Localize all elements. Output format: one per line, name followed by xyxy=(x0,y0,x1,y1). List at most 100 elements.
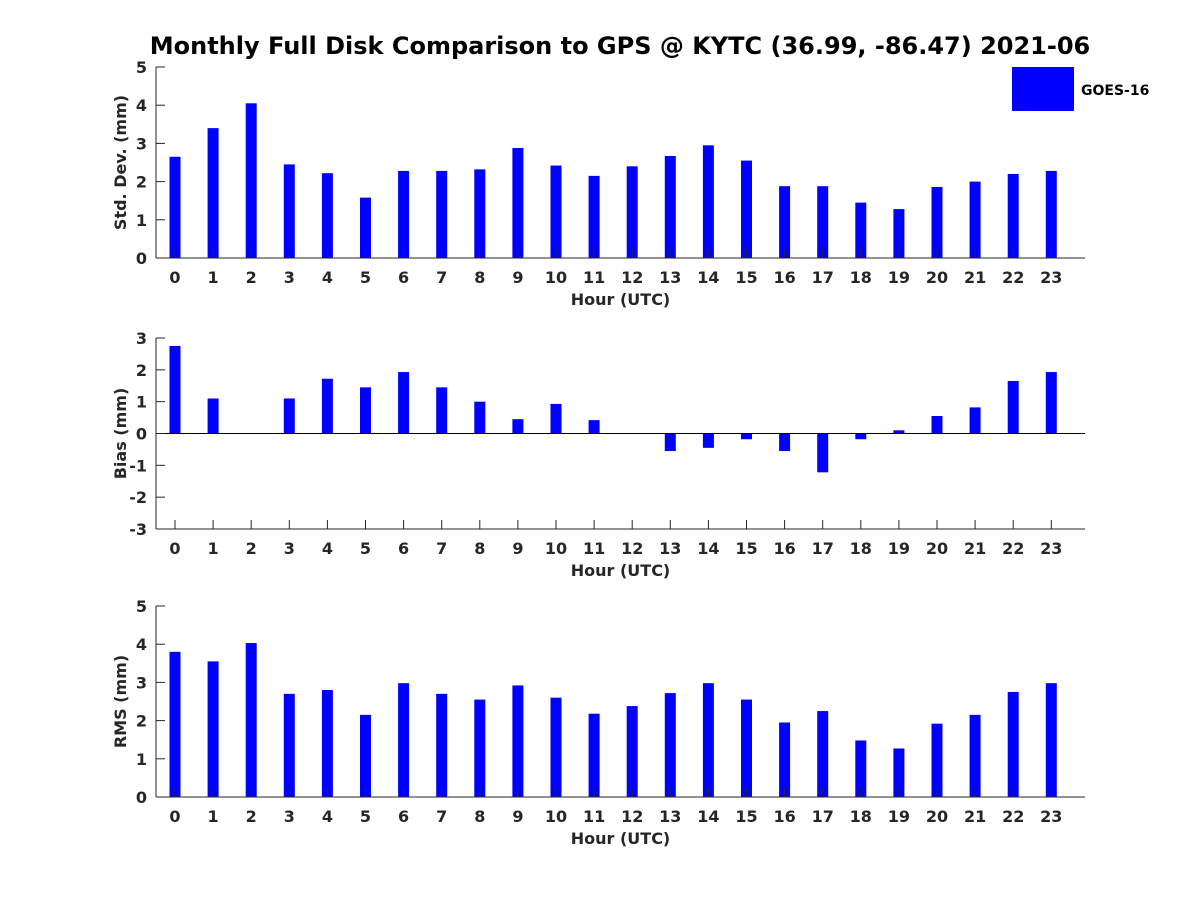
x-tick-label: 20 xyxy=(926,539,948,558)
x-axis-label: Hour (UTC) xyxy=(571,561,671,580)
legend: GOES-16 xyxy=(1012,67,1149,111)
x-tick-label: 11 xyxy=(583,539,605,558)
bar-4 xyxy=(321,690,333,797)
bar-11 xyxy=(588,420,600,434)
bar-11 xyxy=(588,175,600,258)
bar-15 xyxy=(741,699,752,797)
bar-12 xyxy=(626,706,638,797)
x-tick-label: 16 xyxy=(773,539,795,558)
bar-0 xyxy=(169,651,181,797)
x-tick-label: 18 xyxy=(850,268,872,287)
bar-20 xyxy=(931,723,943,797)
bar-2 xyxy=(245,103,257,258)
x-tick-label: 4 xyxy=(322,268,333,287)
y-tick-label: 5 xyxy=(136,58,147,77)
y-tick-label: 1 xyxy=(136,393,147,412)
x-tick-label: 16 xyxy=(773,807,795,826)
x-tick-label: 19 xyxy=(888,268,910,287)
bar-4 xyxy=(321,173,333,258)
y-tick-label: 2 xyxy=(136,712,147,731)
bar-2 xyxy=(245,643,257,797)
y-tick-label: 3 xyxy=(136,329,147,348)
bar-4 xyxy=(321,378,333,434)
x-tick-label: 7 xyxy=(436,807,447,826)
x-tick-label: 18 xyxy=(850,539,872,558)
bar-5 xyxy=(360,714,371,797)
y-tick-label: 5 xyxy=(136,597,147,616)
x-tick-label: 6 xyxy=(398,807,409,826)
x-tick-label: 19 xyxy=(888,539,910,558)
bar-20 xyxy=(931,186,943,258)
x-tick-label: 8 xyxy=(474,807,485,826)
x-tick-label: 0 xyxy=(169,268,180,287)
y-tick-label: 2 xyxy=(136,173,147,192)
x-tick-label: 15 xyxy=(735,807,757,826)
x-tick-label: 13 xyxy=(659,539,681,558)
x-axis-label: Hour (UTC) xyxy=(571,290,671,309)
y-axis-label: RMS (mm) xyxy=(111,655,130,748)
x-tick-label: 10 xyxy=(545,268,567,287)
bar-17 xyxy=(817,711,829,797)
y-tick-label: 4 xyxy=(136,635,147,654)
y-tick-label: 1 xyxy=(136,750,147,769)
bar-15 xyxy=(741,160,752,258)
x-tick-label: 8 xyxy=(474,539,485,558)
x-tick-label: 9 xyxy=(512,807,523,826)
bar-7 xyxy=(436,693,448,797)
bar-3 xyxy=(283,398,295,434)
x-tick-label: 12 xyxy=(621,539,643,558)
bar-18 xyxy=(855,740,867,797)
x-tick-label: 9 xyxy=(512,539,523,558)
bar-20 xyxy=(931,415,943,434)
bar-1 xyxy=(207,128,219,258)
legend-swatch xyxy=(1012,67,1074,111)
x-tick-label: 14 xyxy=(697,807,719,826)
bar-7 xyxy=(436,170,448,258)
y-tick-label: 0 xyxy=(136,788,147,807)
x-tick-label: 23 xyxy=(1040,268,1062,287)
y-tick-label: 2 xyxy=(136,361,147,380)
x-tick-label: 11 xyxy=(583,268,605,287)
bar-13 xyxy=(664,433,676,452)
bar-22 xyxy=(1007,691,1019,797)
legend-label: GOES-16 xyxy=(1081,83,1149,99)
x-tick-label: 10 xyxy=(545,539,567,558)
bar-6 xyxy=(398,170,410,258)
x-tick-label: 1 xyxy=(208,539,219,558)
bar-17 xyxy=(817,433,829,473)
x-tick-label: 21 xyxy=(964,807,986,826)
bar-23 xyxy=(1045,372,1057,434)
x-tick-label: 14 xyxy=(697,268,719,287)
bar-6 xyxy=(398,372,410,434)
x-tick-label: 1 xyxy=(208,268,219,287)
x-tick-label: 10 xyxy=(545,807,567,826)
x-tick-label: 13 xyxy=(659,268,681,287)
x-tick-label: 5 xyxy=(360,807,371,826)
bar-22 xyxy=(1007,173,1019,258)
bar-0 xyxy=(169,156,181,258)
y-tick-label: 3 xyxy=(136,134,147,153)
y-tick-label: 4 xyxy=(136,96,147,115)
chart-title: Monthly Full Disk Comparison to GPS @ KY… xyxy=(150,32,1090,60)
bar-9 xyxy=(512,419,524,434)
x-tick-label: 2 xyxy=(246,807,257,826)
bar-1 xyxy=(207,398,219,434)
x-tick-label: 15 xyxy=(735,268,757,287)
x-tick-label: 22 xyxy=(1002,807,1024,826)
x-tick-label: 6 xyxy=(398,268,409,287)
x-tick-label: 14 xyxy=(697,539,719,558)
y-axis-label: Std. Dev. (mm) xyxy=(111,95,130,230)
x-tick-label: 21 xyxy=(964,268,986,287)
y-tick-label: 3 xyxy=(136,673,147,692)
bar-10 xyxy=(550,697,562,797)
x-tick-label: 19 xyxy=(888,807,910,826)
bar-21 xyxy=(969,714,981,797)
x-tick-label: 11 xyxy=(583,807,605,826)
bar-3 xyxy=(283,164,295,258)
x-tick-label: 17 xyxy=(812,539,834,558)
bar-8 xyxy=(474,699,486,797)
x-tick-label: 3 xyxy=(284,539,295,558)
